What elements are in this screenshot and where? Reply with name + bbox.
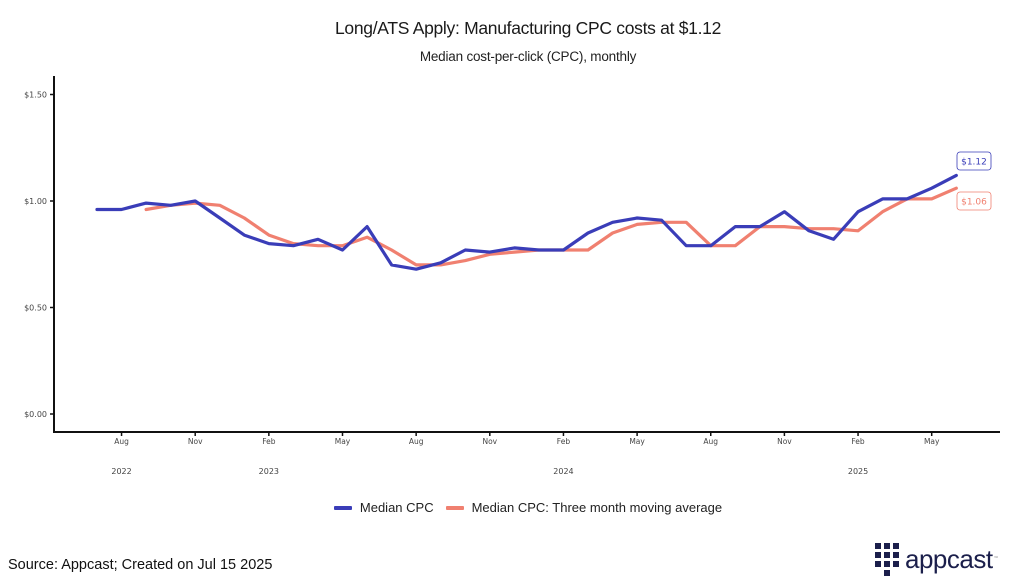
x-year-label: 2023: [259, 467, 279, 476]
appcast-logo-text: appcast: [905, 544, 993, 574]
legend-swatch-median-cpc: [333, 505, 352, 510]
chart-subtitle: Median cost-per-click (CPC), monthly: [419, 49, 637, 64]
end-label-median-cpc: $1.12: [961, 158, 987, 168]
x-tick-label: Feb: [262, 437, 276, 446]
x-year-label: 2025: [848, 467, 868, 476]
series-line-median-cpc: [95, 173, 958, 271]
trademark-symbol: ™: [993, 556, 999, 562]
x-tick-label: May: [335, 437, 351, 446]
legend-label-median-cpc: Median CPC: [359, 500, 434, 515]
x-tick-label: Aug: [703, 437, 718, 446]
axes: [53, 76, 1000, 433]
x-tick-label: Aug: [409, 437, 424, 446]
y-tick-label: $1.50: [24, 91, 47, 100]
chart-title: Long/ATS Apply: Manufacturing CPC costs …: [334, 18, 722, 38]
x-tick-label: Feb: [557, 437, 571, 446]
legend-label-moving-average: Median CPC: Three month moving average: [471, 500, 723, 515]
x-year-label: 2024: [553, 467, 573, 476]
source-note: Source: Appcast; Created on Jul 15 2025: [8, 557, 273, 573]
x-tick-label: Nov: [777, 437, 792, 446]
x-tick-label: Aug: [114, 437, 129, 446]
x-tick-label: May: [924, 437, 940, 446]
appcast-logo-icon: [875, 543, 903, 576]
end-label-box-median-cpc: [956, 151, 992, 171]
x-axis-ticks: Aug Nov Feb May Aug Nov Feb May Aug Nov Feb May 2022…: [111, 432, 940, 476]
legend-swatch-moving-average: [445, 505, 464, 510]
series-lines: [95, 173, 958, 271]
x-tick-label: Feb: [851, 437, 865, 446]
end-label-moving-average: $1.06: [961, 198, 987, 208]
x-tick-label: Nov: [482, 437, 497, 446]
legend: Median CPC Median CPC: Three month movin…: [0, 500, 1024, 515]
x-tick-label: Nov: [188, 437, 203, 446]
legend-item-moving-average[interactable]: Median CPC: Three month moving average: [445, 500, 723, 515]
appcast-logo: appcast ™: [875, 543, 999, 576]
y-axis-ticks: $0.00 $0.50 $1.00 $1.50: [24, 91, 54, 419]
y-tick-label: $0.00: [24, 410, 47, 419]
end-label-box-moving-average: [956, 191, 992, 211]
y-tick-label: $1.00: [24, 197, 47, 206]
y-tick-label: $0.50: [24, 304, 47, 313]
x-year-label: 2022: [111, 467, 131, 476]
series-line-moving-average: [144, 186, 958, 267]
legend-item-median-cpc[interactable]: Median CPC: [333, 500, 434, 515]
x-tick-label: May: [629, 437, 645, 446]
end-labels: $1.12 $1.06: [956, 151, 992, 211]
